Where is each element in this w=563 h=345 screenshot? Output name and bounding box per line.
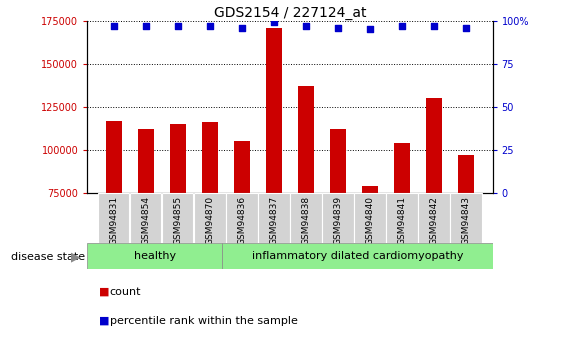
Bar [138, 129, 154, 323]
Text: count: count [110, 287, 141, 296]
Text: healthy: healthy [134, 251, 176, 261]
Bar [394, 143, 410, 323]
FancyBboxPatch shape [418, 193, 450, 243]
Point [270, 20, 279, 25]
FancyBboxPatch shape [222, 243, 493, 269]
FancyBboxPatch shape [162, 193, 194, 243]
FancyBboxPatch shape [98, 193, 129, 243]
FancyBboxPatch shape [322, 193, 354, 243]
FancyBboxPatch shape [450, 193, 482, 243]
FancyBboxPatch shape [194, 193, 226, 243]
Bar [106, 121, 122, 323]
Bar [330, 129, 346, 323]
Bar [298, 86, 314, 323]
Point [238, 25, 247, 30]
Bar [202, 122, 218, 323]
Point [365, 27, 374, 32]
Title: GDS2154 / 227124_at: GDS2154 / 227124_at [214, 6, 366, 20]
Text: ■: ■ [99, 316, 109, 326]
Bar [362, 186, 378, 323]
Text: ■: ■ [99, 287, 109, 296]
FancyBboxPatch shape [354, 193, 386, 243]
Text: GSM94836: GSM94836 [238, 196, 247, 245]
FancyBboxPatch shape [258, 193, 289, 243]
Text: GSM94837: GSM94837 [270, 196, 279, 245]
Text: disease state: disease state [11, 252, 86, 262]
FancyBboxPatch shape [130, 193, 162, 243]
Point [205, 23, 215, 29]
FancyBboxPatch shape [386, 193, 418, 243]
Text: GSM94843: GSM94843 [462, 196, 471, 245]
Text: GSM94838: GSM94838 [301, 196, 310, 245]
Bar [426, 98, 442, 323]
Text: GSM94842: GSM94842 [430, 196, 439, 245]
Text: GSM94841: GSM94841 [397, 196, 406, 245]
Text: inflammatory dilated cardiomyopathy: inflammatory dilated cardiomyopathy [252, 251, 463, 261]
Point [109, 23, 118, 29]
Text: GSM94839: GSM94839 [333, 196, 342, 245]
Point [173, 23, 182, 29]
Bar [234, 141, 250, 323]
Text: ▶: ▶ [71, 250, 81, 264]
Text: GSM94870: GSM94870 [205, 196, 215, 245]
Point [397, 23, 406, 29]
Bar [458, 155, 474, 323]
Text: GSM94840: GSM94840 [365, 196, 374, 245]
Point [141, 23, 150, 29]
Bar [170, 124, 186, 323]
Point [301, 23, 310, 29]
Text: GSM94855: GSM94855 [173, 196, 182, 245]
Text: percentile rank within the sample: percentile rank within the sample [110, 316, 298, 326]
Point [430, 23, 439, 29]
FancyBboxPatch shape [291, 193, 321, 243]
FancyBboxPatch shape [87, 243, 222, 269]
Bar [266, 28, 282, 323]
FancyBboxPatch shape [226, 193, 258, 243]
Text: GSM94854: GSM94854 [141, 196, 150, 245]
Point [462, 25, 471, 30]
Point [333, 25, 342, 30]
Text: GSM94831: GSM94831 [109, 196, 118, 245]
